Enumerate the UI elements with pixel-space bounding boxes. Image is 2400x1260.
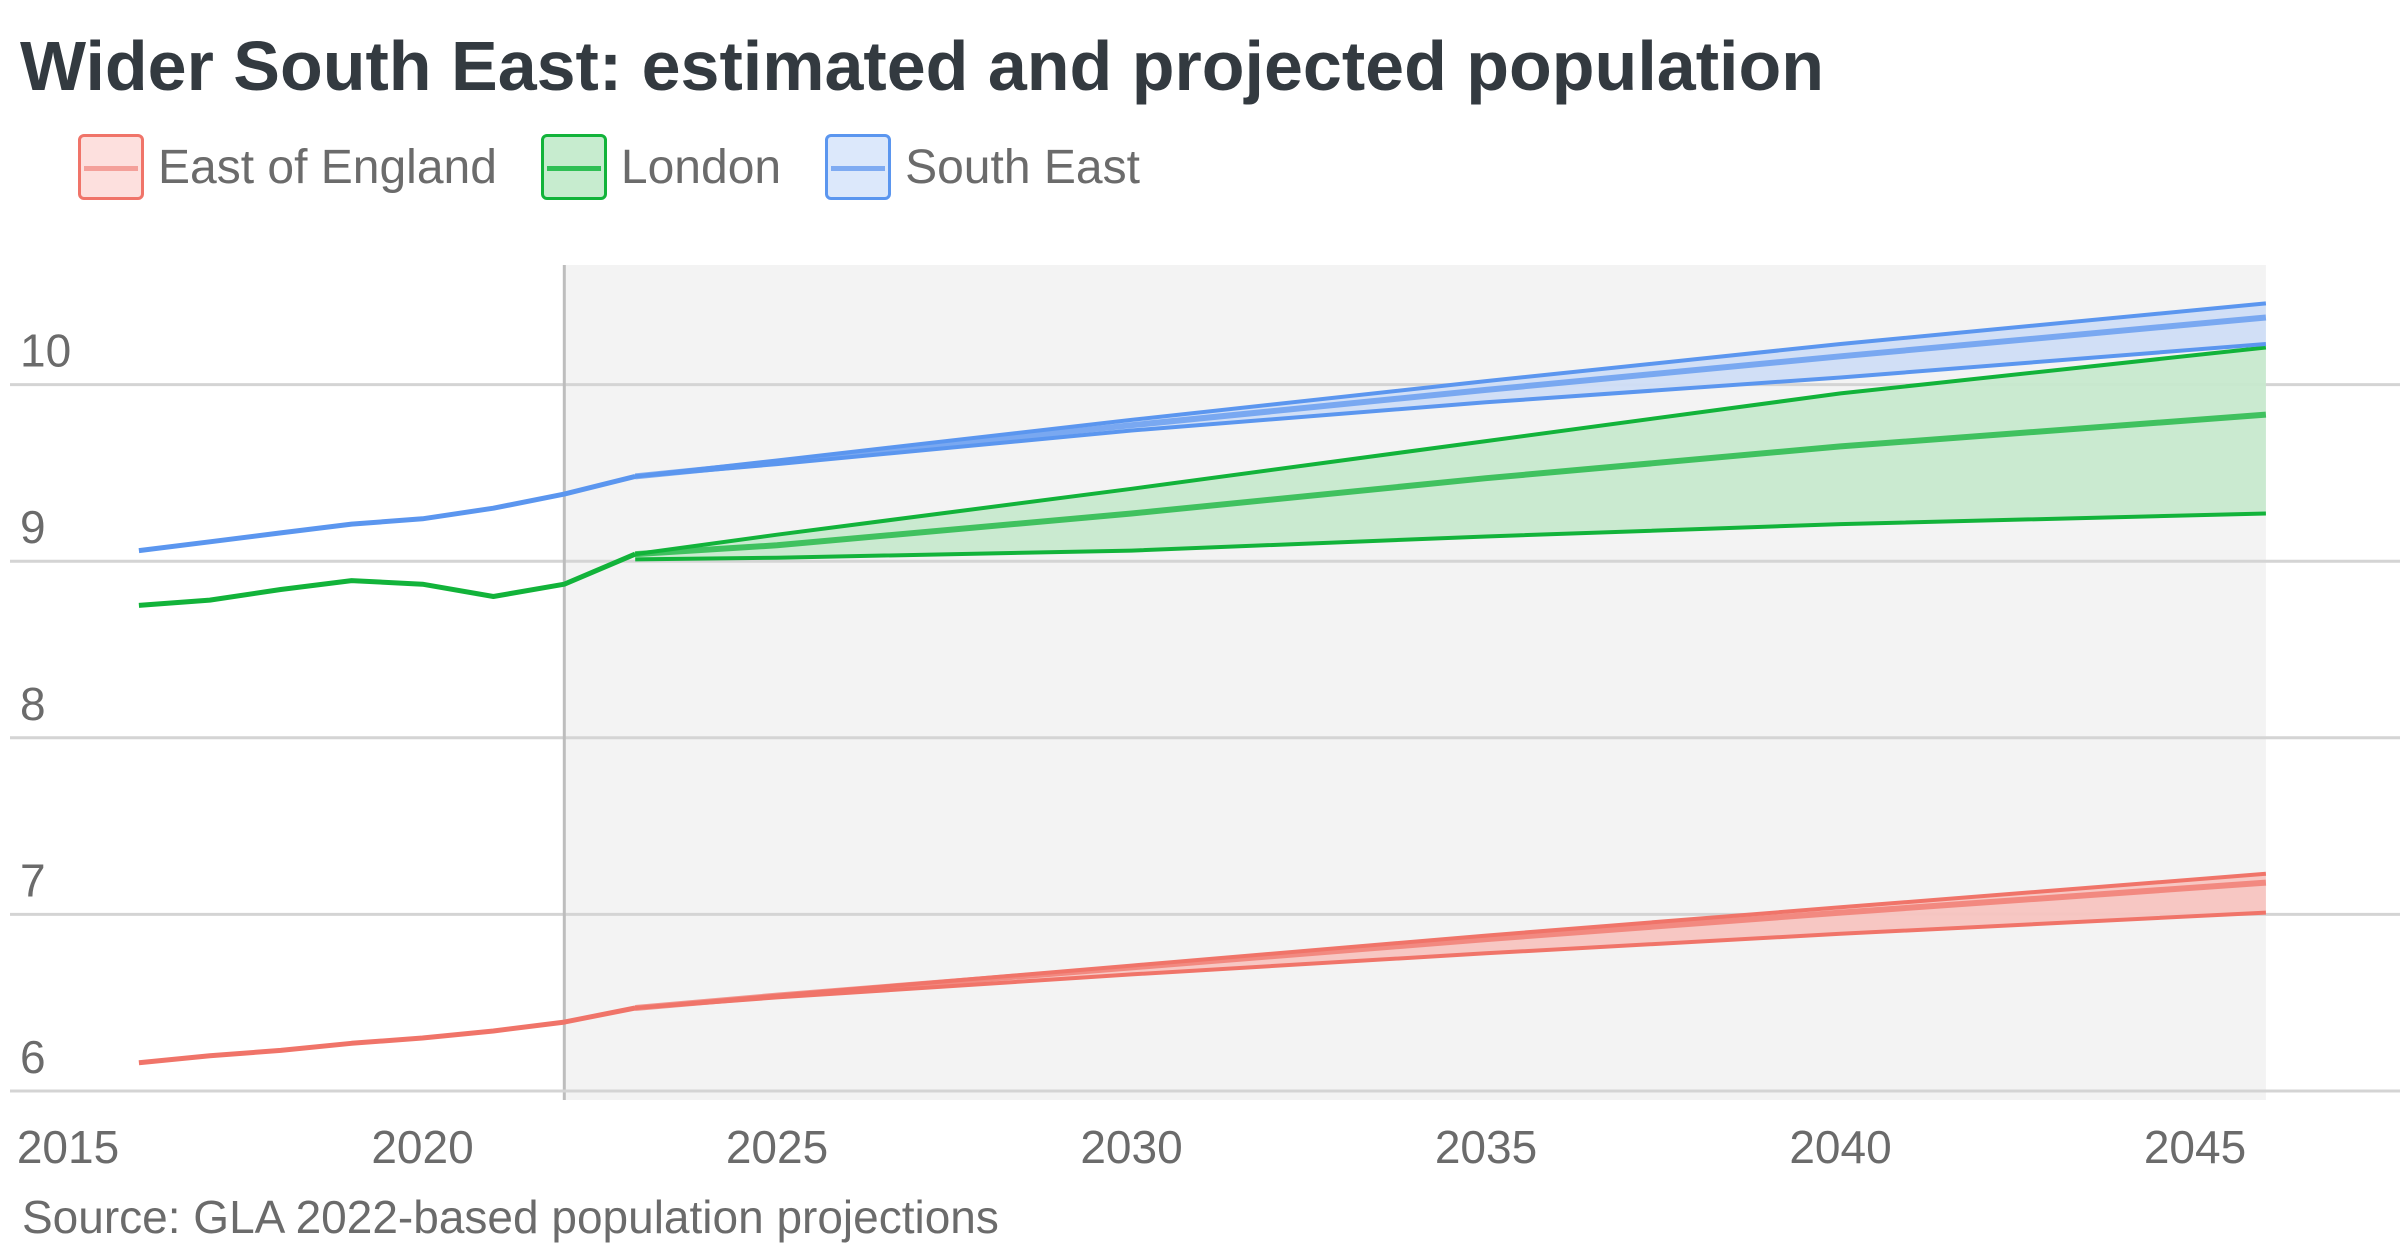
london-central-line [635, 411, 2267, 558]
legend-item-east-of-england[interactable]: East of England [78, 134, 497, 200]
y-tick-label: 6 [20, 1031, 46, 1083]
x-tick-label: 2045 [2144, 1121, 2246, 1173]
x-tick-label: 2030 [1080, 1121, 1182, 1173]
chart-title: Wider South East: estimated and projecte… [20, 27, 1824, 105]
y-tick-label: 8 [20, 678, 46, 730]
legend-label: South East [905, 140, 1140, 194]
legend-item-london[interactable]: London [540, 134, 782, 200]
x-tick-label: 2020 [371, 1121, 473, 1173]
source-note: Source: GLA 2022-based population projec… [22, 1191, 999, 1243]
x-tick-label: 2035 [1435, 1121, 1537, 1173]
x-tick-label: 2025 [726, 1121, 828, 1173]
south-east-central-line [634, 314, 2267, 480]
legend-item-south-east[interactable]: South East [825, 134, 1140, 200]
x-tick-label: 2040 [1789, 1121, 1891, 1173]
y-tick-label: 7 [20, 854, 46, 906]
legend-label: East of England [158, 140, 497, 194]
london-low-line [635, 511, 2266, 562]
south-east-history-line [138, 473, 636, 554]
legend-key-east-of-england [78, 134, 144, 200]
east-of-england-central-line [634, 879, 2267, 1011]
legend-key-london [540, 134, 607, 200]
london-high-line [634, 345, 2267, 557]
y-tick-label: 9 [20, 501, 46, 553]
legend-label: London [620, 140, 782, 194]
y-tick-label: 10 [20, 325, 71, 377]
london-range-band [635, 347, 2266, 560]
legend: East of England London South East [78, 130, 1184, 204]
london-history-line [138, 551, 637, 608]
x-tick-label: 2015 [17, 1121, 119, 1173]
east-of-england-history-line [138, 1005, 636, 1066]
legend-key-south-east [825, 134, 892, 200]
